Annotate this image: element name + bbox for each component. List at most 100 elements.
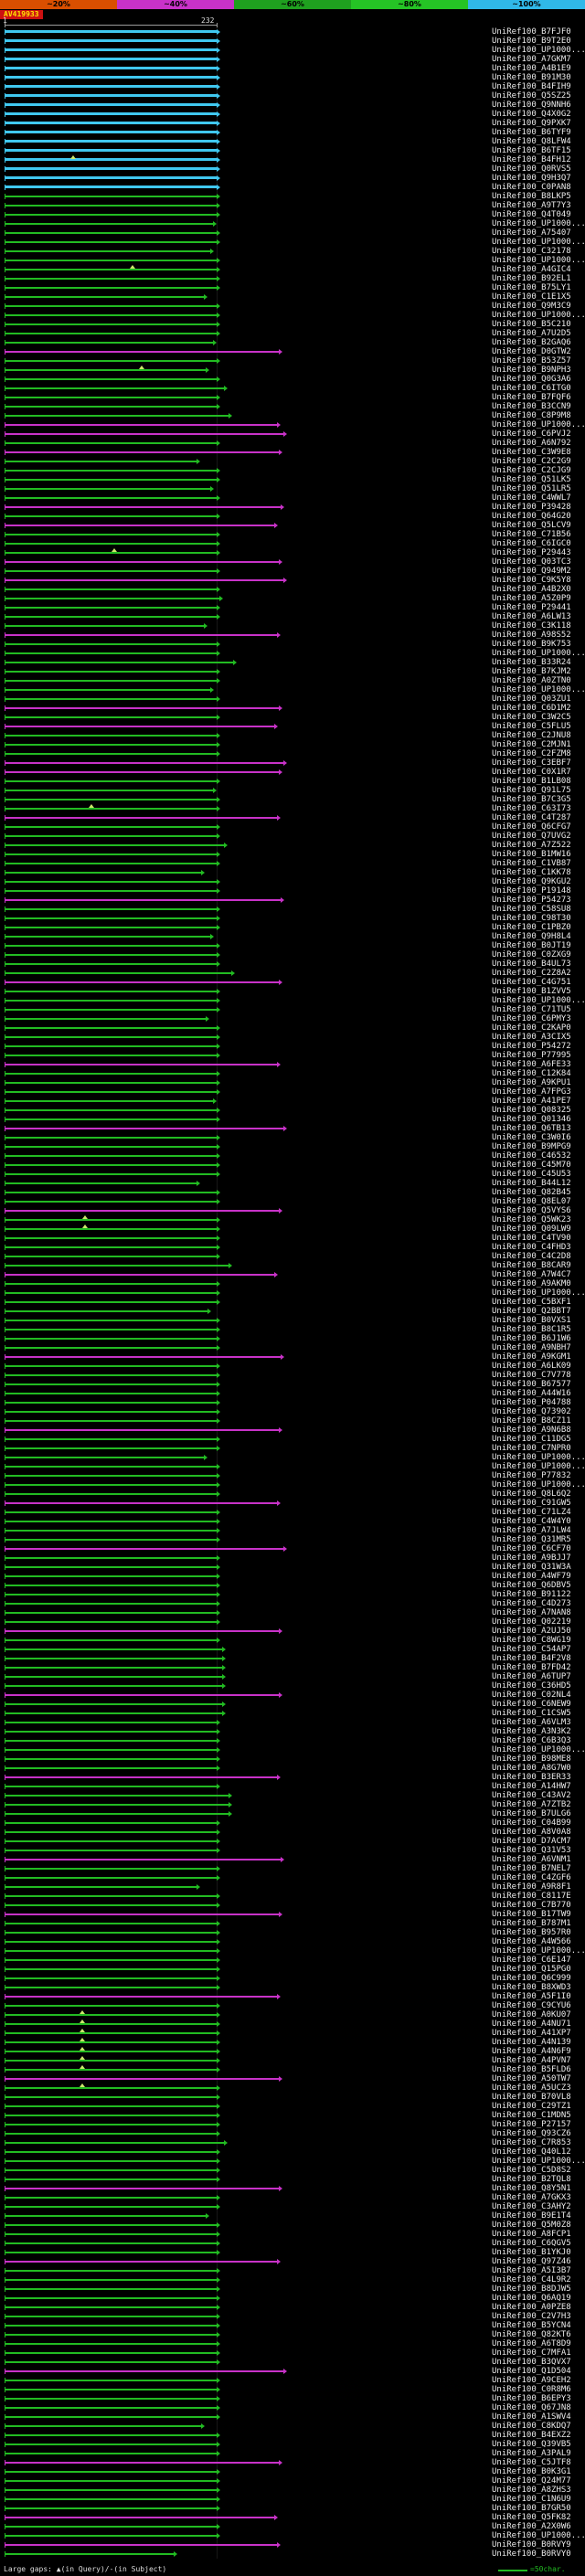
- hit-bar[interactable]: [5, 1667, 222, 1669]
- hit-label[interactable]: UniRef100_B33R24: [492, 658, 571, 667]
- hit-row[interactable]: UniRef100_C6B3Q3: [0, 1736, 585, 1745]
- hit-bar[interactable]: [5, 2553, 174, 2555]
- hit-row[interactable]: UniRef100_A6LK09: [0, 1362, 585, 1371]
- hit-label[interactable]: UniRef100_A9KPU1: [492, 1078, 571, 1087]
- hit-label[interactable]: UniRef100_Q40L12: [492, 2147, 571, 2157]
- hit-label[interactable]: UniRef100_C04B99: [492, 1818, 571, 1828]
- hit-bar[interactable]: [5, 2343, 217, 2345]
- hit-bar[interactable]: [5, 1950, 217, 1952]
- hit-bar[interactable]: [5, 561, 279, 563]
- hit-label[interactable]: UniRef100_C6E147: [492, 1956, 571, 1965]
- hit-bar[interactable]: [5, 58, 217, 60]
- hit-label[interactable]: UniRef100_B9NPH3: [492, 366, 571, 375]
- hit-label[interactable]: UniRef100_A6N792: [492, 439, 571, 448]
- hit-label[interactable]: UniRef100_UP1000...: [492, 2531, 585, 2540]
- hit-label[interactable]: UniRef100_A8V0A8: [492, 1828, 571, 1837]
- hit-row[interactable]: UniRef100_C0ZXG9: [0, 950, 585, 959]
- hit-row[interactable]: UniRef100_Q09LW9: [0, 1224, 585, 1234]
- hit-row[interactable]: UniRef100_C3W9E8: [0, 448, 585, 457]
- hit-label[interactable]: UniRef100_Q31MR5: [492, 1535, 571, 1544]
- hit-row[interactable]: UniRef100_B9MPG9: [0, 1142, 585, 1151]
- hit-bar[interactable]: [5, 305, 217, 307]
- hit-bar[interactable]: [5, 2434, 217, 2436]
- hit-label[interactable]: UniRef100_C7NPR0: [492, 1444, 571, 1453]
- hit-bar[interactable]: [5, 1383, 217, 1385]
- hit-row[interactable]: UniRef100_A6FE33: [0, 1060, 585, 1069]
- hit-bar[interactable]: [5, 2105, 217, 2107]
- hit-bar[interactable]: [5, 323, 217, 325]
- hit-row[interactable]: UniRef100_B1MW16: [0, 850, 585, 859]
- hit-row[interactable]: UniRef100_UP1000...: [0, 1453, 585, 1462]
- hit-row[interactable]: UniRef100_C98T30: [0, 914, 585, 923]
- hit-row[interactable]: UniRef100_A0ZTN0: [0, 676, 585, 685]
- hit-bar[interactable]: [5, 2489, 217, 2491]
- hit-row[interactable]: UniRef100_B7ULG6: [0, 1809, 585, 1818]
- hit-row[interactable]: UniRef100_P29443: [0, 548, 585, 557]
- hit-row[interactable]: UniRef100_C1KK78: [0, 868, 585, 877]
- hit-bar[interactable]: [5, 1712, 222, 1714]
- hit-row[interactable]: UniRef100_A7W4C7: [0, 1270, 585, 1279]
- hit-row[interactable]: UniRef100_C6NEW9: [0, 1700, 585, 1709]
- hit-label[interactable]: UniRef100_UP1000...: [492, 685, 585, 694]
- hit-label[interactable]: UniRef100_Q8EL07: [492, 1197, 571, 1206]
- hit-bar[interactable]: [5, 2453, 217, 2454]
- hit-row[interactable]: UniRef100_C4WWL7: [0, 493, 585, 503]
- hit-label[interactable]: UniRef100_C3AHY2: [492, 2202, 571, 2211]
- hit-label[interactable]: UniRef100_A1SWV4: [492, 2412, 571, 2422]
- hit-bar[interactable]: [5, 1831, 217, 1833]
- hit-row[interactable]: UniRef100_Q9PXK7: [0, 119, 585, 128]
- hit-label[interactable]: UniRef100_A4B2X0: [492, 585, 571, 594]
- hit-label[interactable]: UniRef100_C7MFA1: [492, 2348, 571, 2358]
- hit-label[interactable]: UniRef100_B4EXZ2: [492, 2431, 571, 2440]
- hit-bar[interactable]: [5, 726, 274, 727]
- hit-bar[interactable]: [5, 1365, 217, 1367]
- hit-row[interactable]: UniRef100_P39428: [0, 503, 585, 512]
- hit-row[interactable]: UniRef100_Q5LCV9: [0, 521, 585, 530]
- hit-label[interactable]: UniRef100_C2CJG9: [492, 466, 571, 475]
- hit-row[interactable]: UniRef100_B91122: [0, 1590, 585, 1599]
- hit-bar[interactable]: [5, 2078, 279, 2080]
- hit-row[interactable]: UniRef100_Q8EL07: [0, 1197, 585, 1206]
- hit-row[interactable]: UniRef100_P04788: [0, 1398, 585, 1407]
- hit-bar[interactable]: [5, 1886, 197, 1888]
- hit-bar[interactable]: [5, 1329, 217, 1330]
- hit-bar[interactable]: [5, 122, 217, 124]
- hit-label[interactable]: UniRef100_UP1000...: [492, 1946, 585, 1956]
- hit-bar[interactable]: [5, 2361, 217, 2363]
- hit-bar[interactable]: [5, 287, 217, 289]
- hit-label[interactable]: UniRef100_B787M1: [492, 1919, 571, 1928]
- hit-row[interactable]: UniRef100_C71LZ4: [0, 1508, 585, 1517]
- hit-row[interactable]: UniRef100_P27157: [0, 2120, 585, 2129]
- hit-bar[interactable]: [5, 936, 210, 938]
- hit-label[interactable]: UniRef100_A0KU07: [492, 2010, 571, 2019]
- hit-bar[interactable]: [5, 1557, 217, 1559]
- hit-bar[interactable]: [5, 112, 217, 115]
- hit-row[interactable]: UniRef100_C4D273: [0, 1599, 585, 1608]
- hit-row[interactable]: UniRef100_Q4T049: [0, 210, 585, 219]
- hit-label[interactable]: UniRef100_C63I73: [492, 804, 571, 813]
- hit-row[interactable]: UniRef100_C7NPR0: [0, 1444, 585, 1453]
- hit-label[interactable]: UniRef100_B3ER33: [492, 1773, 571, 1782]
- hit-bar[interactable]: [5, 2261, 277, 2263]
- hit-bar[interactable]: [5, 1009, 217, 1011]
- hit-bar[interactable]: [5, 2178, 217, 2180]
- hit-row[interactable]: UniRef100_B4FH12: [0, 155, 585, 164]
- hit-bar[interactable]: [5, 1045, 217, 1047]
- hit-bar[interactable]: [5, 39, 217, 42]
- hit-label[interactable]: UniRef100_Q82B45: [492, 1188, 571, 1197]
- hit-label[interactable]: UniRef100_Q9H8L4: [492, 932, 571, 941]
- hit-label[interactable]: UniRef100_B1LB08: [492, 777, 571, 786]
- hit-label[interactable]: UniRef100_UP1000...: [492, 1453, 585, 1462]
- hit-label[interactable]: UniRef100_B7KJM2: [492, 667, 571, 676]
- hit-row[interactable]: UniRef100_A4N139: [0, 2038, 585, 2047]
- hit-bar[interactable]: [5, 1502, 277, 1504]
- hit-bar[interactable]: [5, 716, 217, 718]
- hit-bar[interactable]: [5, 186, 217, 188]
- hit-row[interactable]: UniRef100_A7U2D5: [0, 329, 585, 338]
- hit-row[interactable]: UniRef100_C54AP7: [0, 1645, 585, 1654]
- hit-label[interactable]: UniRef100_B0RVY9: [492, 2540, 571, 2549]
- hit-row[interactable]: UniRef100_Q6DBV5: [0, 1581, 585, 1590]
- hit-bar[interactable]: [5, 1913, 279, 1915]
- hit-row[interactable]: UniRef100_P19148: [0, 886, 585, 896]
- hit-label[interactable]: UniRef100_A6FE33: [492, 1060, 571, 1069]
